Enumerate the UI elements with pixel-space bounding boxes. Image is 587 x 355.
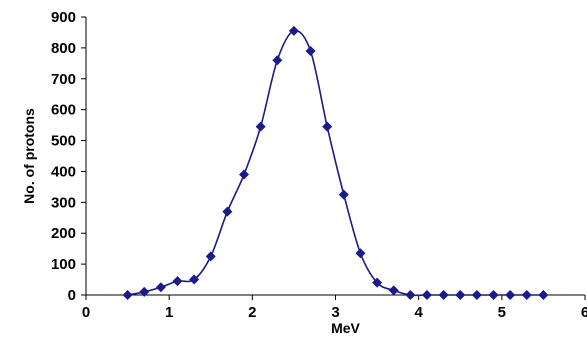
data-point-marker [438, 290, 449, 300]
data-point-marker [322, 121, 333, 132]
data-point-marker [139, 286, 150, 297]
data-point-marker [172, 276, 183, 287]
y-tick-label: 0 [68, 287, 76, 304]
y-tick-labels: 0 100 200 300 400 500 600 700 800 900 [51, 9, 76, 304]
data-point-marker [355, 248, 366, 259]
y-tick-label: 700 [51, 71, 76, 88]
series-markers [122, 25, 549, 300]
data-point-marker [405, 290, 416, 300]
x-tick-label: 4 [414, 304, 423, 321]
y-axis-label: No. of protons [21, 108, 37, 204]
data-point-marker [372, 277, 383, 288]
data-point-marker [471, 290, 482, 300]
data-point-marker [239, 169, 250, 180]
x-tick-label: 3 [331, 304, 339, 321]
y-tick-label: 300 [51, 194, 76, 211]
axes [81, 16, 586, 300]
y-tick-label: 600 [51, 102, 76, 119]
data-point-marker [155, 282, 166, 293]
x-tick-label: 6 [581, 304, 587, 321]
data-point-marker [538, 290, 549, 300]
y-tick-label: 200 [51, 225, 76, 242]
data-point-marker [255, 121, 266, 132]
data-point-marker [388, 285, 399, 296]
data-point-marker [222, 206, 233, 217]
data-point-marker [189, 274, 200, 285]
x-tick-label: 2 [248, 304, 256, 321]
data-point-marker [122, 290, 133, 300]
data-point-marker [421, 290, 432, 300]
x-tick-label: 0 [82, 304, 90, 321]
series-line [127, 29, 544, 297]
x-tick-label: 1 [165, 304, 173, 321]
data-point-marker [521, 290, 532, 300]
data-point-marker [455, 290, 466, 300]
y-tick-label: 100 [51, 256, 76, 273]
x-axis-label: MeV [331, 320, 360, 336]
data-point-marker [205, 251, 216, 262]
x-tick-label: 5 [498, 304, 506, 321]
y-tick-label: 400 [51, 163, 76, 180]
data-point-marker [272, 55, 283, 66]
y-tick-label: 500 [51, 133, 76, 150]
data-point-marker [488, 290, 499, 300]
data-point-marker [505, 290, 516, 300]
data-point-marker [305, 45, 316, 56]
y-tick-label: 800 [51, 40, 76, 57]
y-tick-label: 900 [51, 9, 76, 26]
x-tick-labels: 0 1 2 3 4 5 6 [82, 304, 587, 321]
data-point-marker [338, 189, 349, 200]
data-point-marker [288, 25, 299, 36]
